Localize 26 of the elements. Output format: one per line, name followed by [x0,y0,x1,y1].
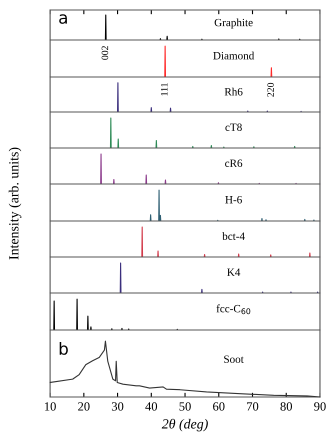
annotation: Graphite [214,18,253,29]
y-axis-title: Intensity (arb. units) [8,148,22,260]
x-tick-label: 80 [280,402,292,411]
x-tick-label: 50 [180,402,191,411]
annotation: Soot [224,355,244,363]
annotation: K4 [227,268,240,276]
annotation: H-6 [225,196,242,204]
annotation: 220 [267,82,274,97]
x-tick-label: 40 [145,402,158,411]
annotation: Rh6 [224,88,243,96]
x-tick-label: 60 [213,402,225,411]
x-axis-title: 2θ (deg) [162,418,208,432]
x-tick-label: 70 [247,402,258,411]
annotation: bct-4 [222,232,245,240]
x-tick-label: 90 [314,402,326,411]
annotation: fcc-C$_{60}$ [216,304,250,314]
x-tick-label: 20 [78,402,90,411]
annotation: Diamond [213,52,254,60]
annotation: cR6 [225,160,242,167]
annotation: b [60,342,68,355]
annotation: cT8 [225,123,242,131]
annotation: 111 [161,83,168,96]
x-tick-label: 30 [112,402,124,411]
x-tick-label: 10 [44,402,56,411]
annotation: a [59,14,67,24]
annotation: 002 [102,46,108,60]
